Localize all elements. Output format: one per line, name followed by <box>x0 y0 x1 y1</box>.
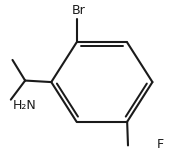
Text: H₂N: H₂N <box>13 99 36 112</box>
Text: F: F <box>156 138 164 151</box>
Text: Br: Br <box>72 4 85 17</box>
